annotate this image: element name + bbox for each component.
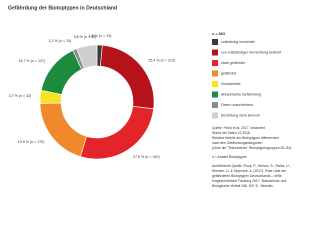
data-label: 25,4 % (n = 219) (148, 59, 175, 63)
chart-title: Gefährdung der Biotoptypen in Deutschlan… (8, 5, 117, 11)
note: Riecken, U. & Ssymank, A. (2017): Rote L… (212, 169, 287, 173)
legend-swatch (212, 39, 218, 45)
chart: Gefährdung der Biotoptypen in Deutschlan… (8, 5, 292, 188)
donut-slice (76, 44, 98, 69)
data-label: 3,7 % (n = 32) (9, 94, 32, 98)
legend-swatch (212, 60, 218, 66)
donut-slice (100, 44, 155, 110)
total-label: n = 863 (212, 32, 225, 36)
legend-label: stark gefährdet (221, 61, 245, 65)
note: Stand der Daten 12.2016 (212, 131, 250, 135)
note: Ausführliche Quelle: Finck, P., Heinze, … (212, 164, 291, 168)
note: gefährdeten Biotoptypen Deutschlands – d… (212, 174, 282, 178)
data-label: 1,5 % (n = 13) (89, 34, 112, 38)
data-label: 1,2 % (n = 10) (48, 39, 71, 43)
data-label: 19,9 % (n = 172) (18, 140, 45, 144)
legend-label: Daten unzureichend (221, 103, 253, 107)
note: fortgeschriebene Fassung 2017. Naturschu… (212, 179, 286, 183)
note: Biologische Vielfalt 156, 637 S., Münste… (212, 184, 274, 188)
data-label: 14,7 % (n = 127) (19, 59, 46, 63)
legend-label: aktuell keine Gefährdung (221, 92, 261, 96)
note: nach den Gefährdungskategorien (212, 141, 262, 145)
donut-slice (39, 102, 87, 157)
note: Quelle: Finck et al. 2017, verändert (212, 126, 265, 130)
legend-swatch (212, 112, 218, 119)
legend-label: gefährdet (221, 71, 236, 75)
legend-label: vollständig vernichtet (221, 40, 255, 44)
legend-label: von vollständiger Vernichtung bedroht (221, 50, 281, 54)
note: Relative Anteile der Biotoptypen differe… (212, 136, 279, 140)
legend-swatch (212, 70, 218, 77)
note: n = Anzahl Biotoptypen (212, 155, 247, 159)
legend-swatch (212, 81, 218, 87)
legend-swatch (212, 49, 218, 56)
legend-label: Vorwarnliste (221, 82, 241, 86)
legend-swatch (212, 102, 218, 108)
data-label: 5,8 % (n = 50) (74, 35, 97, 39)
donut-slice (80, 105, 154, 160)
data-label: 27,8 % (n = 240) (133, 155, 160, 159)
legend-label: Einstufung nicht sinnvoll (221, 113, 260, 117)
note: (ohne die "Technischen" Biotoptypengrupp… (212, 146, 292, 150)
legend-swatch (212, 91, 218, 98)
